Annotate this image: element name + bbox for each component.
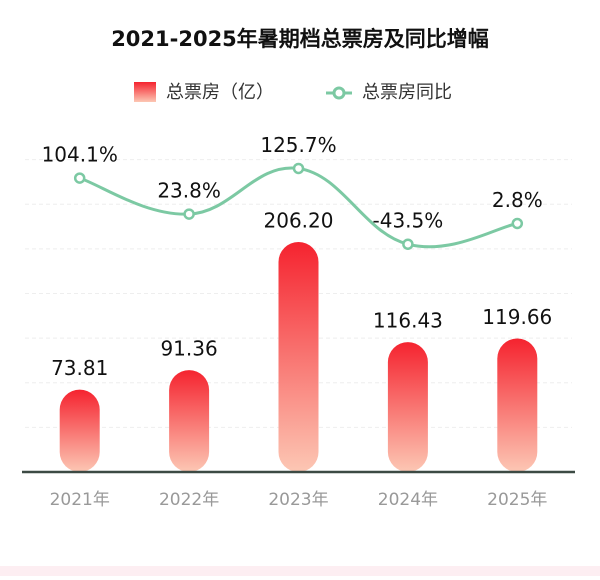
line-value-label: 2.8% [492,188,543,212]
bar-value-label: 119.66 [482,305,552,329]
legend-label: 总票房同比 [362,82,452,103]
line-point [402,238,414,250]
x-tick-label: 2023年 [268,490,328,510]
legend-label: 总票房（亿） [166,82,274,103]
legend-swatch [134,82,156,102]
x-tick-label: 2025年 [487,490,547,510]
line-value-label: -43.5% [373,209,444,233]
bar [169,370,210,472]
bar-value-label: 73.81 [51,356,108,380]
bar-value-label: 116.43 [373,309,443,333]
line-value-label: 125.7% [260,133,336,157]
line-value-label: 23.8% [157,179,221,203]
footer-strip [0,566,600,576]
line-point [183,208,195,220]
chart-title: 2021-2025年暑期档总票房及同比增幅 [111,27,489,51]
x-tick-label: 2021年 [50,490,110,510]
bar [59,389,100,472]
x-tick-label: 2022年 [159,490,219,510]
line-point [292,162,305,175]
bar-value-label: 91.36 [160,337,217,361]
bar [278,241,319,472]
line-point [73,172,86,184]
line [79,166,518,249]
bar-value-label: 206.20 [264,208,334,232]
line-point [511,217,524,230]
legend-marker [332,86,346,100]
bar [497,338,538,472]
line-value-label: 104.1% [42,143,118,167]
x-tick-label: 2024年 [378,490,438,510]
bar [387,342,428,472]
